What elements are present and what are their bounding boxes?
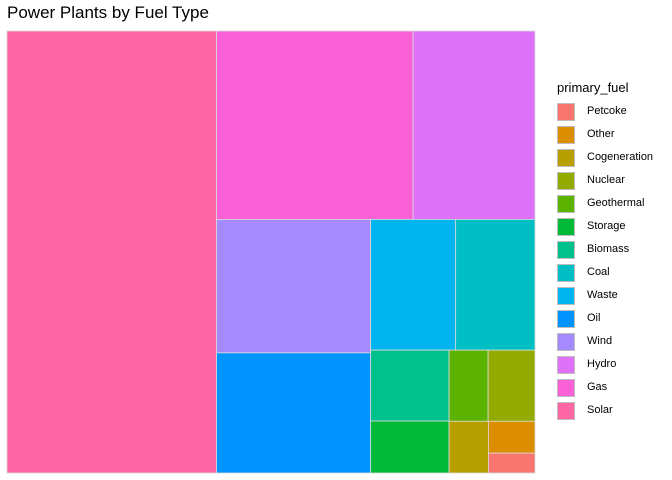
legend-item-hydro: Hydro [557,354,667,377]
treemap-tile-nuclear [487,349,536,422]
treemap-tile-petcoke [488,452,536,474]
treemap-tile-cogeneration [448,420,489,474]
legend-items: Petcoke Other Cogeneration Nuclear Geotherma… [557,101,667,423]
treemap-tile-waste [370,219,457,351]
legend-item-biomass: Biomass [557,239,667,262]
legend-item-other: Other [557,124,667,147]
treemap-tile-other [488,420,536,454]
legend-key-storage [557,218,575,236]
legend-key-other [557,126,575,144]
legend-key-waste [557,287,575,305]
treemap-tile-geothermal [448,349,489,422]
legend-key-hydro [557,356,575,374]
legend-key-wind [557,333,575,351]
legend-label-hydro: Hydro [587,358,617,370]
legend-title: primary_fuel [557,80,629,95]
legend-label-geothermal: Geothermal [587,197,645,209]
legend-key-gas [557,379,575,397]
legend-item-oil: Oil [557,308,667,331]
legend-label-coal: Coal [587,266,610,278]
chart-title: Power Plants by Fuel Type [7,3,209,22]
treemap-tile-gas [216,30,414,220]
legend-key-nuclear [557,172,575,190]
legend-label-oil: Oil [587,312,601,324]
legend-item-storage: Storage [557,216,667,239]
legend-label-wind: Wind [587,335,613,347]
legend-key-solar [557,402,575,420]
legend-item-solar: Solar [557,400,667,423]
legend-label-solar: Solar [587,404,613,416]
legend-item-waste: Waste [557,285,667,308]
legend-key-biomass [557,241,575,259]
legend-item-gas: Gas [557,377,667,400]
legend-item-petcoke: Petcoke [557,101,667,124]
legend-item-cogeneration: Cogeneration [557,147,667,170]
legend-key-coal [557,264,575,282]
treemap-tile-solar [6,30,217,474]
legend-label-cogeneration: Cogeneration [587,151,654,163]
legend-item-nuclear: Nuclear [557,170,667,193]
legend-label-other: Other [587,128,615,140]
legend-item-geothermal: Geothermal [557,193,667,216]
treemap-tile-biomass [370,349,450,422]
legend-key-petcoke [557,103,575,121]
legend-key-geothermal [557,195,575,213]
legend-label-waste: Waste [587,289,618,301]
legend-label-nuclear: Nuclear [587,174,625,186]
legend: primary_fuel Petcoke Other Cogeneration Nuc… [557,80,667,423]
legend-label-biomass: Biomass [587,243,630,255]
legend-item-wind: Wind [557,331,667,354]
legend-key-oil [557,310,575,328]
treemap-tile-wind [216,219,372,354]
legend-item-coal: Coal [557,262,667,285]
legend-label-gas: Gas [587,381,608,393]
legend-label-petcoke: Petcoke [587,105,627,117]
treemap-tile-storage [370,420,450,474]
legend-label-storage: Storage [587,220,626,232]
treemap-tile-coal [455,219,536,351]
treemap-tile-hydro [412,30,536,220]
legend-key-cogeneration [557,149,575,167]
treemap-tile-oil [216,352,372,474]
